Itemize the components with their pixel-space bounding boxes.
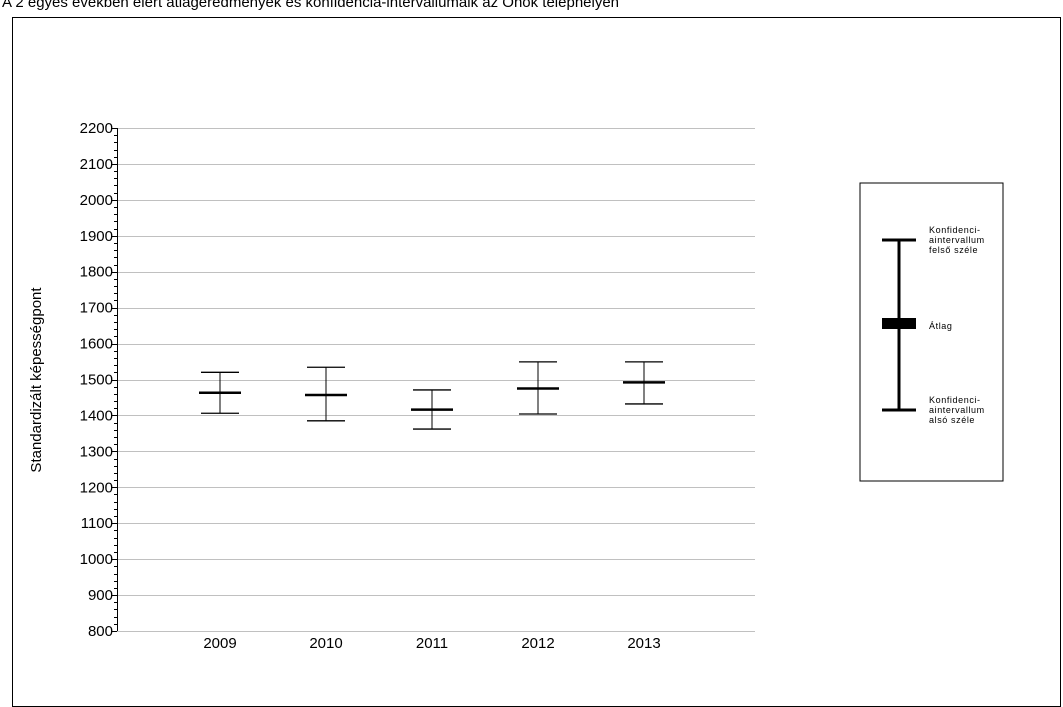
y-tick-label: 2200 [80,120,113,137]
y-tick-label: 1300 [80,443,113,460]
svg-text:Konfidenci- aintervallum: Konfidenci- aintervallum alsó széle [929,395,988,425]
x-tick-labels: 2009 2010 2011 2012 2013 [203,635,660,652]
x-tick-label: 2012 [521,635,554,652]
errorbar-2013 [623,361,665,405]
legend: Konfidenci- aintervallum felső széle Átl… [859,182,1004,482]
y-ticks: 800 900 1000 1100 1200 1300 1400 1500 1600 1700 18… [80,120,117,640]
x-tick-label: 2010 [309,635,342,652]
y-tick-label: 1800 [80,264,113,281]
legend-lower-label-1: Konfidenci- [929,395,981,405]
legend-upper-label-2: aintervallum [929,235,985,245]
legend-upper-label-1: Konfidenci- [929,225,981,235]
y-tick-label: 1100 [81,515,113,532]
x-tick-label: 2013 [627,635,660,652]
y-tick-label: 1200 [80,479,113,496]
y-tick-label: 1700 [80,300,113,317]
y-tick-label: 2100 [80,156,113,173]
legend-upper-label-3: felső széle [929,245,978,255]
y-tick-label: 2000 [80,192,113,209]
legend-mean-bar [882,318,916,329]
y-tick-label: 900 [88,587,113,604]
legend-lower-label-3: alsó széle [929,415,975,425]
x-tick-label: 2011 [416,635,448,652]
errorbar-2009 [199,371,241,414]
svg-text:Konfidenci- aintervallum: Konfidenci- aintervallum felső széle [929,225,988,255]
legend-mean-label: Átlag [929,321,953,331]
errorbar-2011 [411,389,453,430]
y-tick-label: 1000 [80,551,113,568]
y-tick-label: 1600 [80,336,113,353]
y-tick-label: 1400 [80,407,113,424]
legend-box [859,182,1004,482]
errorbar-2010 [305,366,347,422]
y-tick-label: 800 [88,623,113,640]
y-tick-label: 1500 [80,372,113,389]
legend-lower-label-2: aintervallum [929,405,985,415]
y-axis-title: Standardizált képességpont [28,287,45,473]
errorbar-2012 [517,361,559,415]
x-tick-label: 2009 [203,635,236,652]
gridlines [117,128,755,596]
errorbar-marks [199,361,665,430]
axes [117,128,755,632]
figure-caption: A 2 egyes években elért átlageredmények … [2,0,620,11]
y-tick-label: 1900 [80,228,113,245]
